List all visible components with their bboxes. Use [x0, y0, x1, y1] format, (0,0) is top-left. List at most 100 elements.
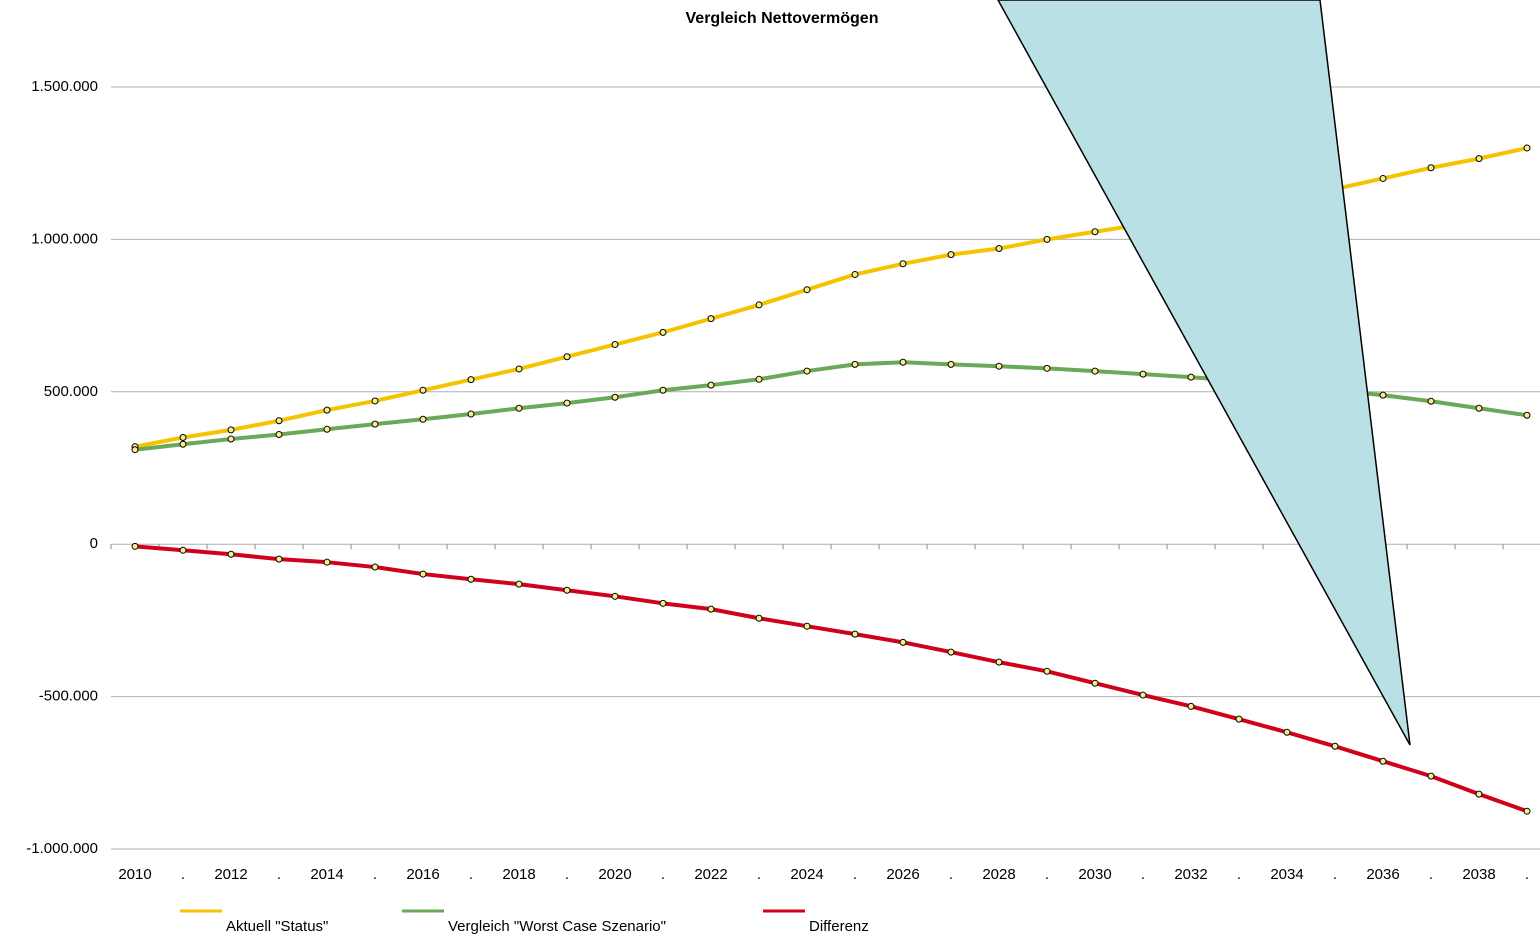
data-point	[1523, 411, 1531, 419]
data-point	[851, 630, 859, 638]
x-tick-label: 2038	[1462, 866, 1495, 883]
data-point	[1379, 391, 1387, 399]
x-tick-label: 2016	[406, 866, 439, 883]
data-point	[1523, 144, 1531, 152]
data-point	[851, 270, 859, 278]
callout-shape	[997, 0, 1411, 746]
data-point	[755, 375, 763, 383]
y-tick-label: 0	[90, 535, 98, 552]
data-point	[275, 555, 283, 563]
data-point	[1139, 691, 1147, 699]
data-point	[371, 563, 379, 571]
data-point	[323, 406, 331, 414]
data-point	[419, 415, 427, 423]
data-point	[419, 570, 427, 578]
y-tick-label: -500.000	[39, 688, 98, 705]
x-tick-label: 2026	[886, 866, 919, 883]
data-point	[1475, 404, 1483, 412]
data-point	[1427, 397, 1435, 405]
x-tick-label: .	[949, 866, 953, 883]
x-tick-label: 2024	[790, 866, 823, 883]
data-point	[659, 386, 667, 394]
x-tick-label: 2014	[310, 866, 343, 883]
x-tick-label: .	[1237, 866, 1241, 883]
x-tick-label: .	[1045, 866, 1049, 883]
data-point	[131, 446, 139, 454]
data-point	[899, 638, 907, 646]
x-tick-label: 2018	[502, 866, 535, 883]
x-tick-label: .	[1333, 866, 1337, 883]
data-point	[323, 558, 331, 566]
data-point	[947, 648, 955, 656]
x-tick-label: .	[853, 866, 857, 883]
plot-area: -1.000.000 -500.000 0 500.000 1.000.000 1.500…	[26, 78, 1540, 935]
data-point	[467, 410, 475, 418]
chart-title: Vergleich Nettovermögen	[686, 10, 879, 27]
data-point	[1091, 367, 1099, 375]
data-point	[275, 430, 283, 438]
data-point	[1091, 679, 1099, 687]
y-tick-label: 1.000.000	[31, 230, 98, 247]
data-point	[467, 575, 475, 583]
x-tick-label: 2028	[982, 866, 1015, 883]
data-point	[371, 420, 379, 428]
data-point	[995, 245, 1003, 253]
x-tick-label: 2036	[1366, 866, 1399, 883]
y-tick-label: 1.500.000	[31, 78, 98, 95]
x-tick-label: .	[1525, 866, 1529, 883]
data-point	[1091, 228, 1099, 236]
data-point	[515, 404, 523, 412]
data-point	[467, 376, 475, 384]
x-tick-label: 2030	[1078, 866, 1111, 883]
data-point	[1043, 235, 1051, 243]
data-point	[947, 251, 955, 259]
data-point	[1475, 155, 1483, 163]
x-tick-label: 2020	[598, 866, 631, 883]
data-point	[1523, 807, 1531, 815]
data-point	[1427, 164, 1435, 172]
y-tick-label: 500.000	[44, 383, 98, 400]
data-point	[995, 362, 1003, 370]
data-point	[1331, 742, 1339, 750]
data-point	[563, 353, 571, 361]
data-point	[179, 434, 187, 442]
x-tick-label: .	[1141, 866, 1145, 883]
data-point	[1187, 702, 1195, 710]
x-tick-label: .	[469, 866, 473, 883]
x-tick-label: 2012	[214, 866, 247, 883]
data-point	[611, 341, 619, 349]
legend-label: Vergleich "Worst Case Szenario"	[448, 918, 666, 935]
data-point	[1043, 667, 1051, 675]
data-point	[1235, 715, 1243, 723]
series-line	[134, 544, 1528, 814]
data-point	[227, 550, 235, 558]
data-point	[131, 542, 139, 550]
x-tick-label: 2010	[118, 866, 151, 883]
data-point	[227, 435, 235, 443]
data-point	[371, 397, 379, 405]
data-point	[1475, 790, 1483, 798]
data-point	[947, 360, 955, 368]
data-point	[899, 358, 907, 366]
data-point	[275, 417, 283, 425]
data-point	[659, 599, 667, 607]
data-point	[803, 286, 811, 294]
legend-label: Differenz	[809, 918, 869, 935]
data-point	[611, 393, 619, 401]
x-tick-label: .	[181, 866, 185, 883]
data-point	[515, 580, 523, 588]
data-point	[1043, 364, 1051, 372]
legend-label: Aktuell "Status"	[226, 918, 328, 935]
data-point	[1379, 757, 1387, 765]
data-point	[1187, 373, 1195, 381]
data-point	[803, 622, 811, 630]
data-point	[323, 425, 331, 433]
data-point	[995, 658, 1003, 666]
data-point	[179, 546, 187, 554]
data-point	[227, 426, 235, 434]
data-point	[659, 328, 667, 336]
x-tick-label: 2032	[1174, 866, 1207, 883]
x-tick-label: 2034	[1270, 866, 1303, 883]
x-tick-label: .	[757, 866, 761, 883]
